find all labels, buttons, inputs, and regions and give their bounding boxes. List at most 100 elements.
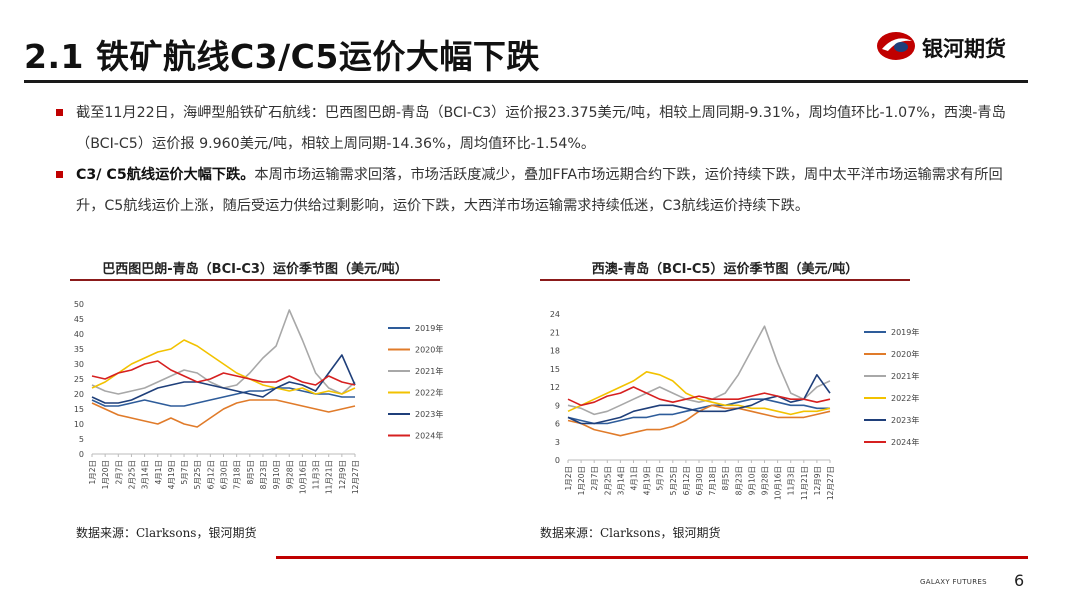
x-tick-label: 12月9日 — [813, 466, 822, 495]
y-tick-label: 15 — [74, 405, 84, 414]
y-tick-label: 30 — [74, 360, 84, 369]
bullet-item: 截至11月22日，海岬型船铁矿石航线：巴西图巴朗-青岛（BCI-C3）运价报23… — [50, 98, 1030, 159]
legend-label: 2019年 — [415, 323, 443, 333]
series-line-2021年 — [567, 325, 831, 416]
bullet-lead: C3/ C5航线运价大幅下跌。 — [76, 167, 255, 183]
y-tick-label: 6 — [555, 420, 560, 429]
y-tick-label: 35 — [74, 345, 84, 354]
x-tick-label: 5月7日 — [656, 466, 665, 491]
y-tick-label: 20 — [74, 390, 84, 399]
y-tick-label: 15 — [550, 365, 560, 374]
bullet-text: 截至11月22日，海岬型船铁矿石航线：巴西图巴朗-青岛（BCI-C3）运价报23… — [76, 105, 1006, 152]
x-tick-label: 6月12日 — [682, 466, 691, 495]
legend-label: 2022年 — [415, 388, 443, 398]
bullet-square-icon — [56, 171, 63, 178]
series-line-2022年 — [567, 371, 831, 416]
x-tick-label: 2月7日 — [590, 466, 599, 491]
galaxy-logo-icon — [877, 32, 915, 60]
x-tick-label: 10月16日 — [298, 460, 307, 494]
chart-c3: 0 5 10 15 20 25 30 35 40 45 50 1月2日 1月20日 2月7日 2月25日 3月… — [74, 300, 444, 494]
x-tick-label: 1月20日 — [101, 460, 110, 489]
x-tick-label: 10月16日 — [774, 466, 783, 500]
x-tick-label: 1月2日 — [564, 466, 573, 491]
series-line-2023年 — [567, 374, 831, 425]
legend-label: 2023年 — [415, 409, 443, 419]
y-tick-label: 9 — [555, 401, 560, 410]
chart-title-c5: 西澳-青岛（BCI-C5）运价季节图（美元/吨） — [591, 262, 859, 277]
x-tick-label: 2月25日 — [127, 460, 136, 489]
x-tick-label: 8月23日 — [734, 466, 743, 495]
x-tick-label: 8月5日 — [721, 466, 730, 491]
bullet-square-icon — [56, 109, 63, 116]
footer-rule — [276, 556, 1028, 559]
x-tick-label: 11月3日 — [787, 466, 796, 495]
legend-label: 2022年 — [891, 393, 919, 403]
y-tick-label: 40 — [74, 330, 84, 339]
x-tick-label: 11月21日 — [800, 466, 809, 500]
x-tick-label: 6月12日 — [206, 460, 215, 489]
series-line-2020年 — [91, 399, 356, 428]
x-tick-label: 5月7日 — [180, 460, 189, 485]
chart-c5: 0 3 6 9 12 15 18 21 24 1月2日 1月20日 2月7日 2月25日 3月14日 4月1… — [550, 310, 920, 500]
footer-brand: GALAXY FUTURES — [920, 578, 987, 586]
x-tick-label: 7月18日 — [233, 460, 242, 489]
source-note: 数据来源：Clarksons，银河期货 — [76, 526, 257, 540]
x-tick-label: 9月10日 — [747, 466, 756, 495]
legend-label: 2019年 — [891, 327, 919, 337]
x-tick-label: 2月25日 — [603, 466, 612, 495]
x-tick-label: 12月27日 — [826, 466, 835, 500]
x-tick-label: 9月10日 — [272, 460, 281, 489]
x-tick-label: 4月19日 — [167, 460, 176, 489]
y-tick-label: 21 — [550, 328, 560, 337]
legend-label: 2023年 — [891, 415, 919, 425]
legend-label: 2020年 — [415, 345, 443, 355]
series-line-2019年 — [91, 387, 355, 407]
x-tick-label: 5月25日 — [669, 466, 678, 495]
series-line-2022年 — [91, 339, 356, 395]
x-tick-label: 11月3日 — [312, 460, 321, 489]
brand-name: 银河期货 — [922, 37, 1006, 61]
x-tick-label: 5月25日 — [193, 460, 202, 489]
y-tick-label: 24 — [550, 310, 560, 319]
x-tick-label: 4月1日 — [154, 460, 163, 485]
title-underline — [24, 80, 1028, 83]
y-tick-label: 25 — [74, 375, 84, 384]
y-tick-label: 5 — [79, 435, 84, 444]
x-tick-label: 8月5日 — [246, 460, 255, 485]
y-tick-label: 50 — [74, 300, 84, 309]
chart-title-rule — [540, 279, 910, 281]
chart-title-c3: 巴西图巴朗-青岛（BCI-C3）运价季节图（美元/吨） — [102, 262, 408, 277]
x-tick-label: 9月28日 — [285, 460, 294, 489]
x-tick-label: 6月30日 — [220, 460, 229, 489]
x-tick-label: 6月30日 — [695, 466, 704, 495]
bullet-item: C3/ C5航线运价大幅下跌。本周市场运输需求回落，市场活跃度减少，叠加FFA市… — [50, 160, 1030, 221]
chart-title-rule — [70, 279, 440, 281]
x-tick-label: 12月9日 — [338, 460, 347, 489]
legend-label: 2021年 — [891, 371, 919, 381]
x-tick-label: 2月7日 — [114, 460, 123, 485]
x-tick-label: 4月1日 — [630, 466, 639, 491]
x-tick-label: 3月14日 — [616, 466, 625, 495]
y-tick-label: 0 — [79, 450, 84, 459]
series-line-2023年 — [91, 354, 356, 404]
x-tick-label: 8月23日 — [259, 460, 268, 489]
x-tick-label: 12月27日 — [351, 460, 360, 494]
y-tick-label: 10 — [74, 420, 84, 429]
y-tick-label: 3 — [555, 438, 560, 447]
series-line-2024年 — [91, 360, 356, 386]
x-tick-label: 11月21日 — [325, 460, 334, 494]
y-tick-label: 18 — [550, 347, 560, 356]
x-tick-label: 1月20日 — [577, 466, 586, 495]
x-tick-label: 4月19日 — [643, 466, 652, 495]
x-tick-label: 9月28日 — [761, 466, 770, 495]
series-line-2021年 — [91, 309, 356, 395]
source-note: 数据来源：Clarksons，银河期货 — [540, 526, 721, 540]
y-tick-label: 45 — [74, 315, 84, 324]
y-tick-label: 12 — [550, 383, 560, 392]
x-tick-label: 1月2日 — [88, 460, 97, 485]
x-tick-label: 7月18日 — [708, 466, 717, 495]
legend-label: 2021年 — [415, 366, 443, 376]
bullet-text: 本周市场运输需求回落，市场活跃度减少，叠加FFA市场远期合约下跌，运价持续下跌，… — [76, 167, 1003, 214]
page-title: 2.1 铁矿航线C3/C5运价大幅下跌 — [24, 37, 540, 76]
bullet-list: 截至11月22日，海岬型船铁矿石航线：巴西图巴朗-青岛（BCI-C3）运价报23… — [50, 98, 1030, 222]
